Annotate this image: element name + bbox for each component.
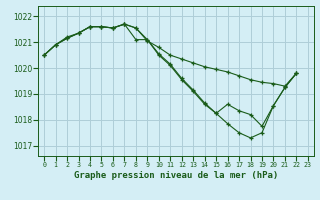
X-axis label: Graphe pression niveau de la mer (hPa): Graphe pression niveau de la mer (hPa) [74, 171, 278, 180]
